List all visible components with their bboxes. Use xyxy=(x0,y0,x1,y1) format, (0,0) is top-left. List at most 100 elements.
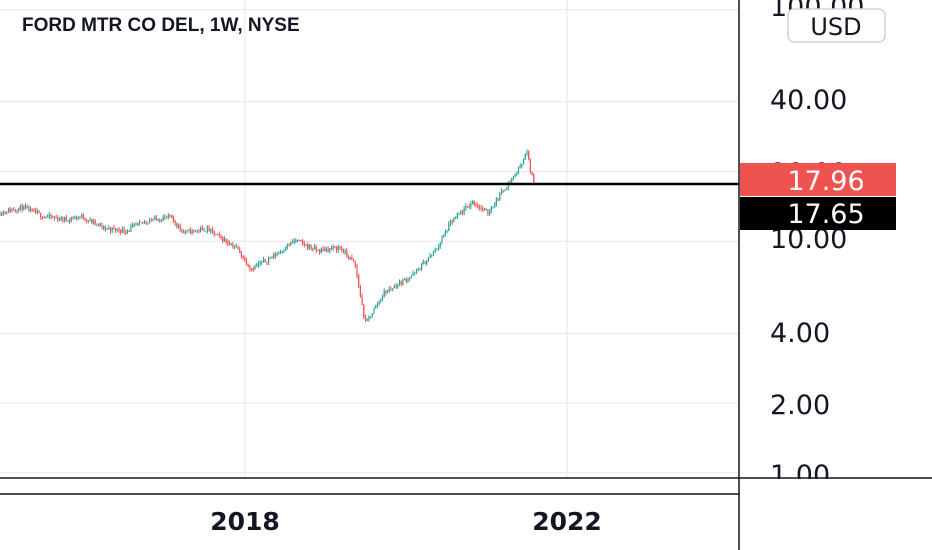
candle-up xyxy=(317,249,319,251)
candle-down xyxy=(480,207,482,209)
candle-down xyxy=(364,317,367,322)
candle-up xyxy=(72,218,74,220)
candle-up xyxy=(505,187,508,190)
candle-down xyxy=(240,251,242,257)
candle-down xyxy=(82,214,84,219)
candle-up xyxy=(69,218,71,222)
currency-button-label: USD xyxy=(810,13,861,41)
candle-down xyxy=(31,208,33,210)
candle-down xyxy=(91,219,93,224)
candle-up xyxy=(453,218,455,223)
candle-up xyxy=(448,223,450,231)
candle-down xyxy=(419,269,421,271)
candle-up xyxy=(308,245,310,249)
candle-down xyxy=(477,205,479,207)
candle-up xyxy=(305,244,307,246)
candle-up xyxy=(344,250,346,253)
candle-down xyxy=(497,198,499,200)
candle-up xyxy=(403,278,406,280)
candle-up xyxy=(36,211,38,213)
candle-up xyxy=(378,300,380,305)
candle-down xyxy=(390,288,392,290)
candle-up xyxy=(116,228,118,231)
candle-up xyxy=(471,201,474,204)
candle-up xyxy=(392,288,394,290)
candle-up xyxy=(383,290,385,297)
candle-down xyxy=(466,206,469,208)
candle-up xyxy=(514,173,516,178)
candle-down xyxy=(225,238,227,242)
candle-down xyxy=(179,225,181,229)
candle-up xyxy=(431,254,433,256)
candle-up xyxy=(52,216,54,218)
candle-up xyxy=(349,257,351,259)
candle-up xyxy=(223,238,225,242)
level-price-badge: 17.65 xyxy=(740,197,896,230)
candle-up xyxy=(388,288,390,291)
candle-down xyxy=(298,239,300,241)
last-price-label: 17.96 xyxy=(787,166,864,197)
candle-down xyxy=(14,210,16,212)
candle-up xyxy=(458,214,460,216)
candle-up xyxy=(230,244,232,246)
candle-down xyxy=(12,209,15,211)
candle-up xyxy=(74,217,76,219)
chart-title: FORD MTR CO DEL, 1W, NYSE xyxy=(22,15,300,36)
candle-down xyxy=(227,241,229,244)
candle-up xyxy=(516,173,518,175)
candle-down xyxy=(142,222,144,224)
candle-up xyxy=(494,204,496,207)
candle-up xyxy=(522,159,525,165)
candle-down xyxy=(113,227,115,229)
candle-down xyxy=(232,244,234,248)
x-tick-label: 2018 xyxy=(210,507,280,536)
candle-down xyxy=(312,248,314,250)
candle-up xyxy=(133,224,135,226)
candle-down xyxy=(385,290,387,294)
candle-up xyxy=(380,299,382,301)
candle-up xyxy=(398,281,401,285)
candle-down xyxy=(351,257,353,260)
candle-down xyxy=(395,285,397,288)
candle-up xyxy=(441,237,443,243)
candle-down xyxy=(67,220,69,222)
candle-down xyxy=(135,224,137,226)
candle-down xyxy=(140,221,142,223)
candle-up xyxy=(18,208,20,211)
currency-button[interactable]: USD xyxy=(787,8,886,43)
candle-down xyxy=(528,151,530,159)
candle-up xyxy=(80,214,83,217)
candle-up xyxy=(101,225,103,227)
candle-up xyxy=(283,250,285,252)
candle-down xyxy=(352,259,355,262)
candle-up xyxy=(422,261,424,265)
candle-down xyxy=(150,220,152,222)
candle-down xyxy=(181,228,183,232)
candle-down xyxy=(330,248,333,250)
candle-down xyxy=(84,218,86,221)
candle-down xyxy=(218,233,220,235)
candle-up xyxy=(393,285,395,289)
candle-up xyxy=(426,260,428,265)
candle-up xyxy=(439,242,441,247)
candle-down xyxy=(128,230,130,232)
candles xyxy=(0,149,535,322)
candle-up xyxy=(2,211,4,215)
candle-up xyxy=(412,273,414,276)
candle-up xyxy=(87,220,89,222)
candle-up xyxy=(43,217,45,219)
candle-down xyxy=(358,275,360,287)
candle-up xyxy=(295,240,297,242)
candle-up xyxy=(205,231,207,233)
candle-down xyxy=(405,278,407,282)
candle-down xyxy=(266,261,268,263)
candle-down xyxy=(529,158,531,173)
level-price-badge-bg xyxy=(740,197,896,230)
y-axis[interactable]: 100.00 40.00 20.00 10.00 4.00 2.00 1.00 xyxy=(770,0,864,491)
candle-up xyxy=(313,246,316,250)
x-axis[interactable]: 2018 2022 xyxy=(210,507,602,536)
candle-down xyxy=(57,217,59,221)
candle-up xyxy=(48,214,50,217)
candle-up xyxy=(63,217,66,221)
